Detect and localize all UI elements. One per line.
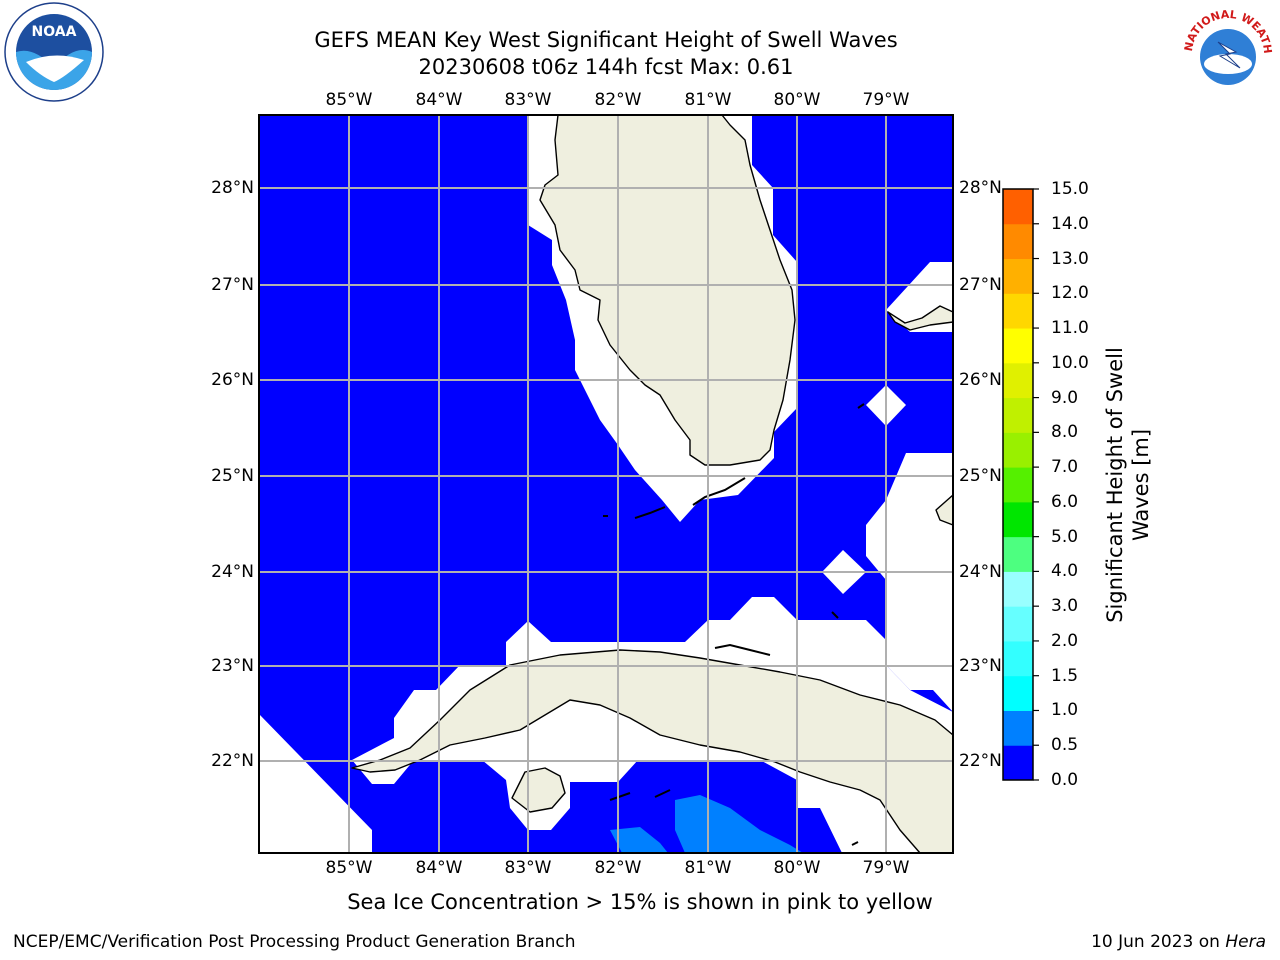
colorbar-tick-label: 11.0 bbox=[1051, 318, 1089, 339]
lat-label-right: 24°N bbox=[959, 562, 1002, 582]
lat-label-right: 26°N bbox=[959, 370, 1002, 390]
footer-credit: NCEP/EMC/Verification Post Processing Pr… bbox=[13, 932, 576, 952]
land bbox=[351, 114, 954, 854]
colorbar-segment bbox=[1003, 675, 1033, 711]
noaa-logo: NOAA bbox=[4, 2, 104, 102]
colorbar-tick-label: 0.5 bbox=[1051, 735, 1079, 756]
lon-label-bottom: 79°W bbox=[862, 858, 910, 878]
lat-label-left: 24°N bbox=[211, 562, 254, 582]
lon-label-bottom: 82°W bbox=[594, 858, 642, 878]
colorbar-segment bbox=[1003, 606, 1033, 642]
colorbar-segment bbox=[1003, 362, 1033, 399]
gridlines bbox=[259, 115, 953, 853]
colorbar-segment bbox=[1003, 710, 1033, 746]
footer-host: Hera bbox=[1225, 932, 1266, 952]
colorbar-tick-label: 14.0 bbox=[1051, 213, 1089, 234]
colorbar-segment bbox=[1003, 397, 1033, 433]
lat-label-right: 23°N bbox=[959, 656, 1002, 676]
lon-label-bottom: 83°W bbox=[504, 858, 552, 878]
colorbar-tick-label: 10.0 bbox=[1051, 352, 1089, 373]
chart-title: GEFS MEAN Key West Significant Height of… bbox=[314, 28, 898, 52]
lon-label-bottom: 81°W bbox=[684, 858, 732, 878]
land-cuba bbox=[351, 649, 954, 854]
colorbar-tick-label: 1.0 bbox=[1051, 700, 1079, 721]
colorbar bbox=[1002, 188, 1039, 781]
colorbar-segment bbox=[1003, 467, 1033, 503]
lat-label-left: 25°N bbox=[211, 466, 254, 486]
colorbar-tick-label: 3.0 bbox=[1051, 596, 1079, 617]
lat-label-left: 22°N bbox=[211, 751, 254, 771]
footer-date-text: 10 Jun 2023 on bbox=[1091, 932, 1226, 952]
colorbar-segment bbox=[1003, 501, 1033, 538]
colorbar-tick-label: 9.0 bbox=[1051, 387, 1079, 408]
colorbar-tick-label: 0.0 bbox=[1051, 770, 1079, 790]
nws-logo: NATIONAL WEATHER SERVICE bbox=[1178, 2, 1276, 100]
sea-ice-note: Sea Ice Concentration > 15% is shown in … bbox=[347, 890, 933, 914]
footer-date: 10 Jun 2023 on Hera bbox=[1091, 932, 1266, 952]
colorbar-tick-label: 6.0 bbox=[1051, 491, 1079, 512]
map-frame bbox=[258, 114, 954, 854]
map-panel bbox=[258, 114, 954, 854]
colorbar-segment bbox=[1003, 328, 1033, 364]
colorbar-segment bbox=[1003, 536, 1033, 572]
colorbar-segment bbox=[1003, 189, 1033, 225]
lon-label-top: 81°W bbox=[684, 90, 732, 110]
colorbar-segment bbox=[1003, 293, 1033, 329]
lat-label-right: 27°N bbox=[959, 275, 1002, 295]
colorbar-tick-label: 1.5 bbox=[1051, 665, 1079, 686]
colorbar-tick-label: 4.0 bbox=[1051, 561, 1079, 582]
colorbar-segment bbox=[1003, 640, 1033, 677]
colorbar-tick-label: 5.0 bbox=[1051, 526, 1079, 547]
colorbar-tick-label: 7.0 bbox=[1051, 457, 1079, 478]
small-islands bbox=[603, 403, 865, 846]
colorbar-segment bbox=[1003, 223, 1033, 260]
colorbar-segment bbox=[1003, 745, 1033, 781]
colorbar-frame bbox=[1002, 188, 1034, 781]
lon-label-top: 84°W bbox=[415, 90, 463, 110]
land-florida bbox=[539, 114, 796, 466]
colorbar-tick-label: 13.0 bbox=[1051, 248, 1089, 269]
noaa-logo-text: NOAA bbox=[32, 24, 77, 40]
lat-label-right: 22°N bbox=[959, 751, 1002, 771]
colorbar-segment bbox=[1003, 258, 1033, 294]
colorbar-label: Significant Height of Swell Waves [m] bbox=[1103, 347, 1153, 623]
lon-label-top: 85°W bbox=[325, 90, 373, 110]
colorbar-segment bbox=[1003, 571, 1033, 607]
lat-label-right: 28°N bbox=[959, 178, 1002, 198]
lon-label-bottom: 80°W bbox=[773, 858, 821, 878]
colorbar-tick-label: 2.0 bbox=[1051, 630, 1079, 651]
lat-label-left: 26°N bbox=[211, 370, 254, 390]
colorbar-tick-label: 8.0 bbox=[1051, 422, 1079, 443]
lon-label-bottom: 85°W bbox=[325, 858, 373, 878]
lat-label-right: 25°N bbox=[959, 466, 1002, 486]
lat-label-left: 23°N bbox=[211, 656, 254, 676]
colorbar-tick-label: 15.0 bbox=[1051, 179, 1089, 199]
colorbar-segment bbox=[1003, 432, 1033, 468]
lon-label-top: 80°W bbox=[773, 90, 821, 110]
lon-label-top: 82°W bbox=[594, 90, 642, 110]
lat-label-left: 28°N bbox=[211, 178, 254, 198]
lon-label-top: 83°W bbox=[504, 90, 552, 110]
colorbar-tick-label: 12.0 bbox=[1051, 283, 1089, 304]
chart-subtitle: 20230608 t06z 144h fcst Max: 0.61 bbox=[418, 55, 794, 79]
lon-label-bottom: 84°W bbox=[415, 858, 463, 878]
lat-label-left: 27°N bbox=[211, 275, 254, 295]
lon-label-top: 79°W bbox=[862, 90, 910, 110]
